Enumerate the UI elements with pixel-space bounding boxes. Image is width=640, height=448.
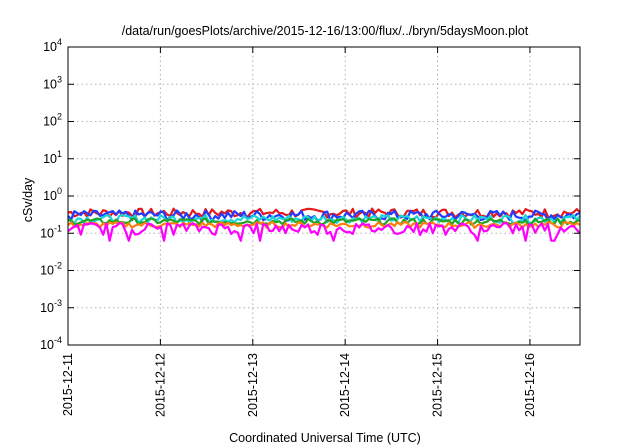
x-axis: 2015-12-11 2015-12-12 2015-12-13 2015-12-14…: [61, 47, 537, 417]
y-tick-exponent: -2: [54, 261, 62, 271]
y-tick-label: 101: [43, 149, 62, 166]
y-tick-label: 10-4: [40, 335, 62, 352]
y-tick-base: 10: [43, 189, 57, 203]
y-tick-exponent: 2: [57, 112, 62, 122]
y-tick-exponent: 3: [57, 74, 62, 84]
y-axis-label: cSv/day: [21, 177, 35, 222]
series-group: [67, 207, 581, 242]
y-tick-base: 10: [40, 338, 54, 352]
y-tick-base: 10: [43, 152, 57, 166]
x-tick-label: 2015-12-15: [431, 353, 445, 417]
series-line: [67, 217, 581, 226]
y-tick-label: 103: [43, 74, 62, 91]
y-tick-base: 10: [40, 226, 54, 240]
y-tick-label: 100: [43, 186, 62, 203]
y-tick-exponent: 1: [57, 149, 62, 159]
y-tick-exponent: -4: [54, 335, 62, 345]
grid: [68, 47, 580, 345]
series-line: [67, 222, 581, 242]
chart-title: /data/run/goesPlots/archive/2015-12-16/1…: [122, 24, 529, 38]
y-tick-exponent: 4: [57, 37, 62, 47]
y-tick-label: 104: [43, 37, 62, 54]
x-tick-label: 2015-12-13: [246, 353, 260, 417]
y-tick-label: 102: [43, 112, 62, 129]
x-tick-label: 2015-12-11: [61, 353, 75, 416]
x-tick-label: 2015-12-12: [153, 353, 167, 417]
y-tick-exponent: -3: [54, 298, 62, 308]
y-tick-base: 10: [43, 115, 57, 129]
y-tick-label: 10-3: [40, 298, 62, 315]
y-tick-base: 10: [43, 77, 57, 91]
y-tick-label: 10-1: [40, 223, 62, 240]
y-tick-base: 10: [40, 264, 54, 278]
x-tick-label: 2015-12-16: [523, 353, 537, 417]
y-tick-exponent: 0: [57, 186, 62, 196]
x-tick-label: 2015-12-14: [338, 353, 352, 417]
x-axis-label: Coordinated Universal Time (UTC): [229, 431, 421, 445]
y-tick-label: 10-2: [40, 261, 62, 278]
series-line: [67, 209, 581, 222]
y-tick-base: 10: [40, 301, 54, 315]
y-tick-base: 10: [43, 40, 57, 54]
y-tick-exponent: -1: [54, 223, 62, 233]
